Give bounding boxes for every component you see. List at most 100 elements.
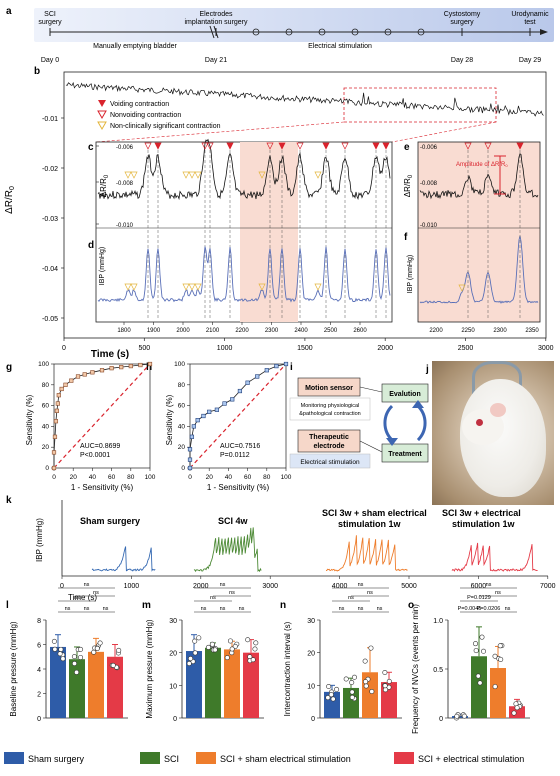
bar-ytick-label: 0 — [311, 716, 315, 723]
roc-h: 00 20 20 40 40 60 60 80 80 100 100 — [174, 361, 292, 481]
event-cystostomy-top2: surgery — [450, 19, 474, 26]
roc-frame — [189, 363, 287, 469]
roc-point — [138, 362, 143, 368]
group-legend: Sham surgery SCI SCI + sham electrical s… — [4, 752, 524, 764]
data-point — [205, 644, 211, 650]
roc-ytick-label: 20 — [178, 444, 186, 451]
data-point — [363, 683, 369, 689]
roc-point — [82, 372, 87, 377]
event-sci-top: SCI — [44, 11, 56, 18]
contraction-marker-icon — [278, 142, 286, 150]
contraction-legend: Voiding contraction Nonvoiding contracti… — [97, 100, 221, 131]
b-ytick-label: -0.04 — [42, 266, 58, 273]
trace-sham — [91, 546, 156, 572]
roc-point — [255, 374, 260, 379]
data-point — [334, 686, 340, 692]
data-point — [58, 646, 64, 652]
roc-point — [189, 434, 195, 439]
nonclinical-marker-icon — [182, 283, 190, 291]
electrical-stim-box — [289, 453, 371, 469]
nonclinical-marker-icon — [124, 171, 132, 179]
event-urodynamic-top: Urodynamic — [511, 11, 549, 18]
roc-xtick-label: 40 — [225, 474, 233, 481]
b-xtick-label: 2500 — [458, 345, 474, 352]
roc-point — [119, 365, 124, 370]
roc-point — [187, 447, 193, 452]
panel-b-xlabel: Time (s) — [91, 349, 129, 360]
data-point — [253, 640, 259, 646]
zoom-box — [343, 87, 497, 123]
sig-label: ns — [103, 606, 109, 612]
event-day21: Day 21 — [205, 57, 227, 64]
roc-point — [99, 368, 105, 373]
roc-point — [51, 465, 57, 471]
event-cystostomy-top: Cystostomy — [444, 11, 481, 18]
photo-rat-eye — [476, 419, 483, 426]
data-point — [57, 651, 63, 657]
roc-xtick-label: 80 — [263, 474, 271, 481]
data-point — [74, 669, 80, 675]
d-xtick-label: 2300 — [265, 328, 279, 334]
cycle-arrow-left — [383, 404, 394, 442]
roc-point — [201, 413, 206, 419]
d-xtick-label: 2000 — [176, 328, 190, 334]
sig-label: P=0.0045 — [458, 606, 482, 612]
panel-label-i: i — [290, 362, 293, 373]
d-xtick-label: 1900 — [147, 328, 161, 334]
data-point — [363, 679, 369, 685]
bar-ytick-label: 0 — [439, 716, 443, 723]
panel-label-m: m — [142, 600, 151, 611]
roc-ytick-label: 0 — [45, 465, 49, 472]
roc-point — [59, 386, 64, 392]
nonclinical-marker-icon — [188, 283, 196, 291]
sig-label: ns — [367, 590, 373, 596]
k-xtick-label: 0 — [60, 583, 64, 590]
trace-sci-sham-stim — [325, 535, 408, 572]
sig-label: ns — [486, 582, 492, 588]
data-point — [382, 670, 388, 676]
data-point — [252, 646, 258, 652]
nonclinical-marker-icon — [314, 171, 322, 179]
roc-point — [128, 363, 133, 369]
data-point — [369, 688, 375, 694]
panel-b-trace — [65, 81, 544, 117]
roc-g-xlabel: 1 - Sensitivity (%) — [71, 483, 134, 492]
data-point — [97, 640, 103, 646]
contraction-marker-icon — [144, 142, 152, 150]
roc-point — [55, 401, 60, 406]
roc-point — [187, 457, 193, 462]
monitoring-line2: &pathological contraction — [299, 411, 360, 417]
roc-ytick-label: 80 — [178, 382, 186, 389]
nonclinical-marker-icon — [194, 283, 202, 291]
data-point — [349, 680, 355, 686]
nonclinical-marker-icon — [458, 284, 466, 292]
panel-k-xlabel: Time (s) — [68, 593, 97, 602]
motion-sensor-label: Motion sensor — [305, 385, 353, 392]
k-xtick-label: 3000 — [262, 583, 278, 590]
data-point — [91, 649, 97, 655]
bar — [224, 649, 240, 718]
bar — [205, 647, 221, 718]
bar-ylabel: Frequency of NVCs (events per min) — [411, 604, 420, 734]
sig-label: ns — [505, 606, 511, 612]
sig-label: P=0.0129 — [467, 595, 491, 601]
bar — [88, 651, 104, 718]
bar — [343, 687, 359, 718]
d-xtick-label: 2400 — [294, 328, 308, 334]
trace-sci-stim — [451, 542, 538, 572]
roc-xtick-label: 60 — [244, 474, 252, 481]
label-sham-stim-1: SCI 3w + sham electrical — [322, 508, 427, 518]
electrical-stim-label: Electrical stimulation — [300, 459, 360, 466]
panel-label-d: d — [88, 240, 94, 251]
data-point — [473, 641, 479, 647]
k-xtick-label: 6000 — [471, 583, 487, 590]
data-point — [328, 692, 334, 698]
bar — [509, 706, 525, 718]
panel-label-j: j — [425, 364, 429, 375]
sig-label: ns — [229, 590, 235, 596]
data-point — [497, 643, 503, 649]
data-point — [511, 710, 517, 716]
